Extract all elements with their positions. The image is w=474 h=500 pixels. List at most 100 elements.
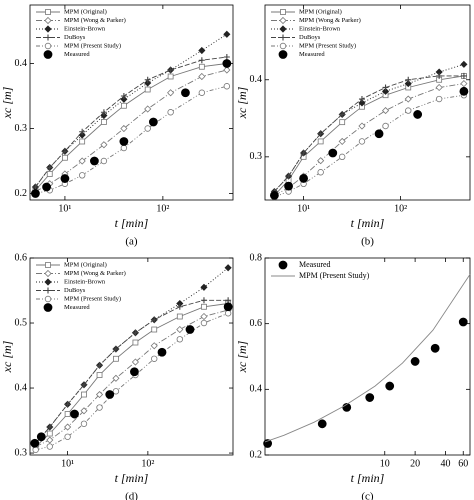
series-line: [274, 63, 465, 192]
marker: [70, 409, 79, 419]
marker: [81, 391, 87, 398]
marker: [459, 86, 469, 96]
series-line: [264, 274, 471, 443]
marker: [200, 297, 207, 304]
legend-label: MPM (Present Study): [299, 271, 370, 280]
marker: [120, 124, 128, 133]
marker: [96, 362, 103, 369]
marker: [112, 346, 119, 353]
marker: [385, 381, 395, 391]
marker: [317, 157, 325, 165]
y-tick-label: 0.5: [15, 317, 28, 328]
plot-frame: [29, 4, 234, 201]
y-tick-label: 0.4: [250, 384, 263, 395]
marker: [62, 154, 68, 161]
marker: [358, 138, 366, 145]
marker: [132, 329, 139, 336]
legend-marker: [43, 50, 53, 59]
marker: [120, 144, 128, 152]
legend-marker: [278, 50, 288, 59]
legend-label: Measured: [64, 51, 90, 58]
marker: [112, 388, 120, 395]
marker: [96, 372, 103, 378]
marker: [95, 390, 104, 399]
y-tick-label: 0.4: [250, 74, 263, 85]
y-tick-label: 0.3: [250, 151, 263, 162]
marker: [151, 326, 158, 333]
legend-marker: [44, 278, 52, 286]
panel-caption: (c): [361, 491, 374, 500]
marker: [317, 419, 327, 429]
y-tick-label: 0.3: [15, 123, 28, 134]
legend-marker: [43, 303, 53, 312]
marker: [150, 342, 158, 350]
x-tick-label: 10¹: [297, 203, 310, 214]
panel-caption: (d): [125, 491, 138, 500]
marker: [430, 343, 440, 353]
marker: [167, 67, 174, 73]
legend-label: MPM (Present Study): [299, 42, 356, 49]
legend-marker: [45, 9, 51, 15]
legend-label: MPM (Original): [64, 261, 107, 268]
marker: [339, 111, 346, 118]
marker: [339, 119, 346, 126]
x-tick-label: 10¹: [61, 458, 74, 469]
marker: [32, 184, 39, 190]
x-tick-label: 40: [440, 458, 450, 469]
marker: [61, 148, 68, 155]
legend-marker: [44, 25, 52, 33]
marker: [460, 80, 468, 88]
marker: [80, 420, 88, 427]
legend-marker: [44, 16, 52, 25]
legend-label: MPM (Wong & Parker): [299, 17, 361, 24]
y-axis-label: xc [m]: [235, 340, 249, 373]
marker: [460, 72, 467, 79]
marker: [405, 76, 412, 83]
marker: [90, 156, 99, 166]
marker: [299, 174, 308, 183]
marker: [458, 317, 468, 327]
marker: [105, 390, 115, 399]
marker: [224, 264, 232, 272]
panel: 0.3 0.4 0.5 0.6 10¹ 10² t [min] xc [m] (d) MPM (O…: [0, 252, 234, 500]
marker: [144, 76, 151, 83]
marker: [120, 95, 128, 103]
marker: [64, 401, 71, 408]
legend-marker: [44, 269, 52, 278]
marker: [223, 302, 233, 312]
legend-marker: [279, 25, 287, 33]
marker: [176, 303, 183, 310]
marker: [167, 73, 174, 80]
marker: [198, 46, 206, 55]
marker: [100, 141, 108, 149]
x-tick-label: 10: [380, 458, 390, 469]
legend-label: MPM (Wong & Parker): [64, 17, 126, 24]
marker: [64, 423, 72, 431]
marker: [436, 72, 443, 79]
marker: [198, 89, 206, 96]
marker: [223, 30, 231, 38]
panel: 0.2 0.3 0.4 10¹ 10² t [min] xc [m] (a) MPM (Orig…: [0, 4, 234, 248]
y-tick-label: 0.4: [15, 382, 28, 393]
marker: [284, 181, 293, 191]
series-line: [35, 309, 229, 447]
series-line: [274, 75, 464, 196]
marker: [96, 404, 103, 411]
panel: 0.2 0.4 0.6 0.8 10 20 40 60 t [min] xc [m] (c) Meas…: [235, 252, 471, 500]
marker: [223, 54, 230, 60]
legend-label: Einstein-Brown: [299, 25, 341, 32]
marker: [79, 138, 86, 145]
series-line: [35, 69, 227, 192]
marker: [185, 325, 195, 334]
marker: [31, 189, 40, 198]
x-axis-label: t [min]: [351, 216, 385, 230]
marker: [285, 173, 292, 180]
legend-label: DuBoys: [299, 34, 321, 41]
marker: [46, 424, 53, 431]
panel-caption: (b): [361, 236, 374, 248]
marker: [46, 430, 53, 437]
legend-marker: [45, 34, 51, 41]
y-tick-label: 0.6: [15, 252, 28, 263]
marker: [223, 83, 231, 90]
marker: [46, 171, 53, 177]
